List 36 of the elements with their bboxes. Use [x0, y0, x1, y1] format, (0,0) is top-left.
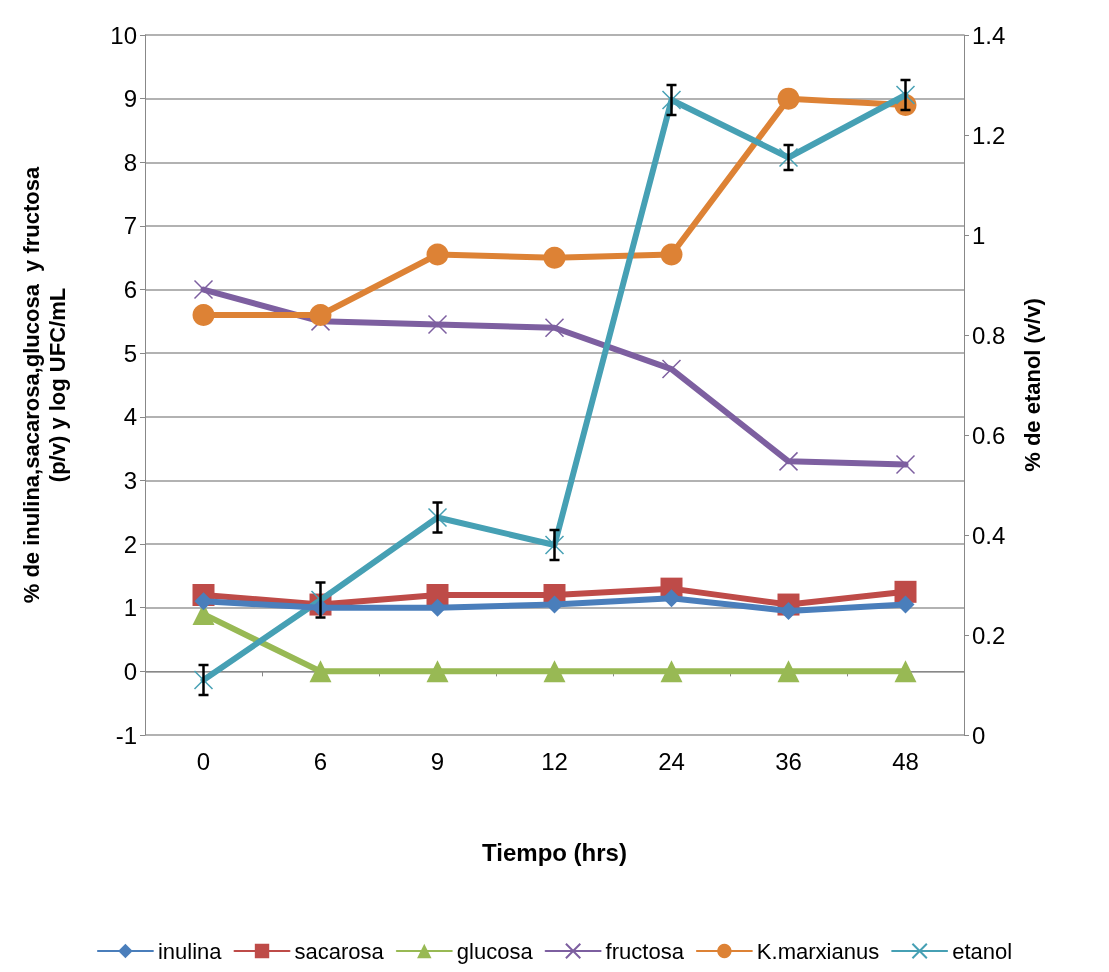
y-tick-label: 2 [123, 530, 137, 558]
x-tick-label: 12 [541, 747, 568, 775]
y2-tick-label: 0.2 [972, 621, 1006, 649]
x-tick-label: 24 [658, 747, 685, 775]
y2-tick-label: 0 [972, 721, 986, 749]
y-tick-label: 10 [110, 21, 137, 49]
x-tick-label: 0 [196, 747, 211, 775]
legend-label: inulina [157, 938, 223, 964]
legend-label: K.marxianus [756, 938, 880, 964]
x-tick-label: 48 [892, 747, 919, 775]
y2-tick-label: 1 [972, 221, 986, 249]
x-tick-label: 9 [430, 747, 445, 775]
y-tick-label: 0 [123, 657, 137, 685]
y2-tick-label: 0.8 [972, 321, 1006, 349]
y2-tick-label: 0.6 [972, 421, 1006, 449]
y2-axis-title: % de etanol (v/v) [1019, 298, 1045, 472]
legend-label: fructosa [605, 938, 685, 964]
y-tick-label: 5 [123, 339, 137, 367]
y2-tick-label: 0.4 [972, 521, 1006, 549]
x-axis-title: Tiempo (hrs) [482, 838, 627, 866]
y-tick-label: 4 [123, 403, 137, 431]
y-tick-label: 1 [123, 594, 137, 622]
y2-tick-label: 1.2 [972, 121, 1006, 149]
y-tick-label: 8 [123, 148, 137, 176]
y2-tick-label: 1.4 [972, 21, 1006, 49]
y-tick-label: -1 [115, 721, 137, 749]
legend-label: glucosa [456, 938, 534, 964]
y-tick-label: 6 [123, 276, 137, 304]
y-tick-label: 7 [123, 212, 137, 240]
x-tick-label: 6 [313, 747, 328, 775]
y-tick-label: 9 [123, 85, 137, 113]
x-tick-label: 36 [775, 747, 802, 775]
y-axis-title: % de inulina,sacarosa,glucosa y fructosa (p/v) y log UFC/mL [18, 166, 70, 604]
legend-label: sacarosa [294, 938, 385, 964]
y-tick-label: 3 [123, 466, 137, 494]
legend-label: etanol [952, 938, 1013, 964]
